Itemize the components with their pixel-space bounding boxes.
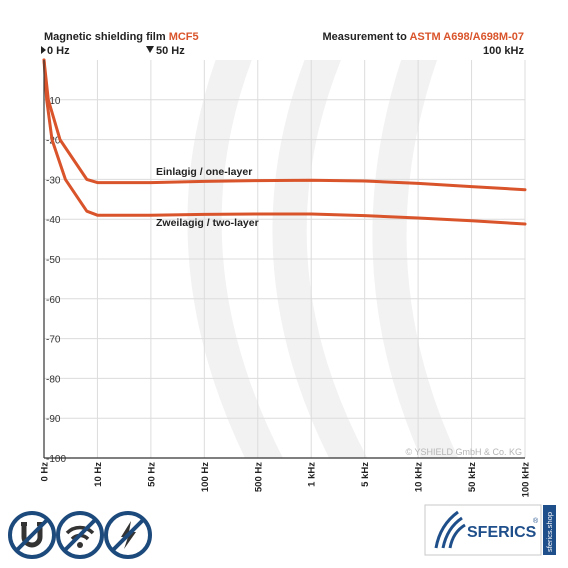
series-line-two-layer <box>42 58 527 226</box>
x-tick-label: 5 kHz <box>360 462 371 487</box>
y-tick-label: -50 <box>46 255 61 266</box>
x-tick-label: 100 Hz <box>200 462 211 492</box>
y-tick-label: -40 <box>46 215 61 226</box>
svg-text:0 Hz: 0 Hz <box>47 45 70 57</box>
marker-100khz: 100 kHz <box>483 45 524 57</box>
x-tick-label: 1 kHz <box>307 462 318 487</box>
x-tick-label: 10 kHz <box>414 462 425 492</box>
x-tick-label: 100 kHz <box>521 462 532 498</box>
x-tick-label: 50 kHz <box>467 462 478 492</box>
wifi-strike-icon <box>56 511 104 559</box>
series-label-two-layer: Zweilagig / two-layer <box>156 217 259 229</box>
y-tick-label: -80 <box>46 374 61 385</box>
grid-lines <box>44 60 526 459</box>
marker-arrow-icon <box>146 46 154 53</box>
x-axis-ticks: 0 Hz 10 Hz 50 Hz 100 Hz 500 Hz 1 kHz 5 kHz 10 k… <box>40 462 532 498</box>
logo-vertical-text: sferics.shop <box>545 512 554 552</box>
curves <box>42 58 527 226</box>
x-tick-label: 0 Hz <box>40 462 51 482</box>
series-label-one-layer: Einlagig / one-layer <box>156 166 252 178</box>
x-tick-label: 500 Hz <box>253 462 264 492</box>
series-line-one-layer <box>42 58 527 192</box>
logo-side-bar <box>543 505 556 555</box>
y-tick-label: -90 <box>46 414 61 425</box>
sferics-logo: SFERICS ® sferics.shop <box>424 504 556 556</box>
logo-brand: SFERICS <box>467 524 537 541</box>
copyright-text: © YSHIELD GmbH & Co. KG <box>406 447 523 457</box>
marker-50hz: 50 Hz <box>146 45 185 57</box>
magnet-strike-icon <box>8 511 56 559</box>
axes <box>43 60 525 459</box>
y-tick-label: -70 <box>46 335 61 346</box>
y-tick-label: -100 <box>46 454 66 465</box>
measurement-standard: Measurement to ASTM A698/A698M-07 <box>322 31 524 43</box>
y-tick-label: -10 <box>46 96 61 107</box>
marker-arrow-icon <box>41 46 46 54</box>
electricity-strike-icon <box>104 511 152 559</box>
x-tick-label: 10 Hz <box>93 462 104 487</box>
logo-registered: ® <box>533 517 539 525</box>
y-tick-label: -30 <box>46 175 61 186</box>
svg-text:50 Hz: 50 Hz <box>156 45 185 57</box>
x-tick-label: 50 Hz <box>146 462 157 487</box>
marker-0hz: 0 Hz <box>41 45 70 57</box>
y-tick-label: -60 <box>46 295 61 306</box>
chart-title: Magnetic shielding film MCF5 <box>44 31 199 43</box>
logo-arcs-icon <box>434 510 466 549</box>
background-watermark <box>187 60 459 458</box>
